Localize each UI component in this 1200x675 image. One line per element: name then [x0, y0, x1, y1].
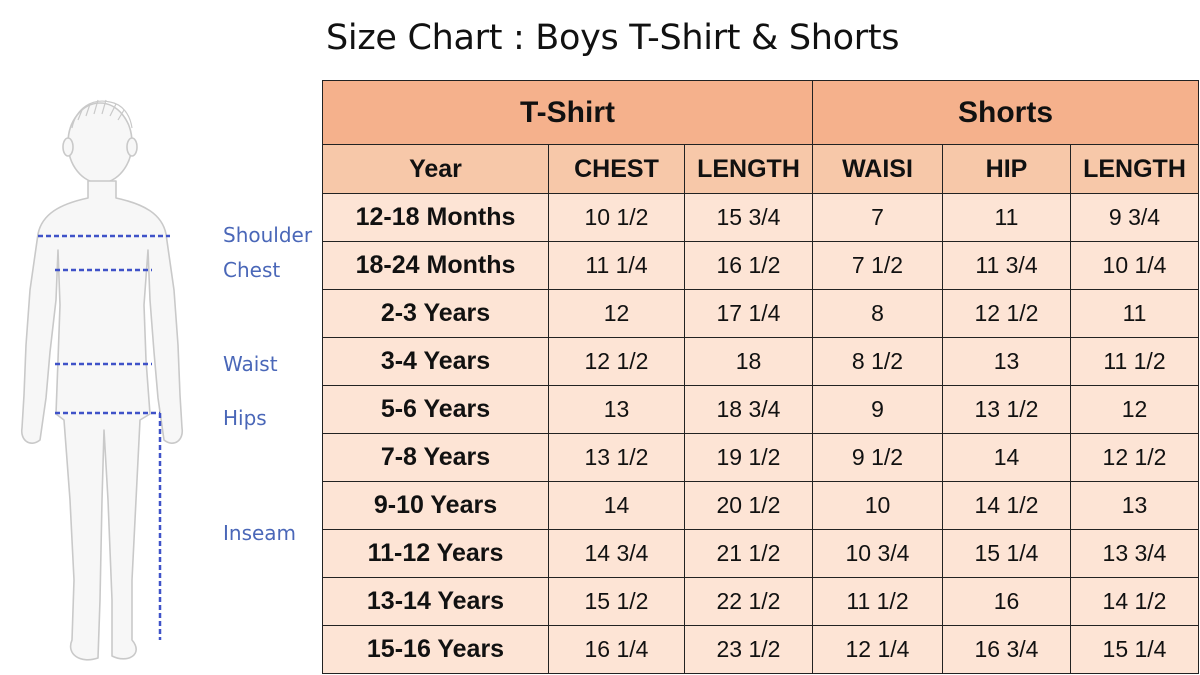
cell-tshirt-length: 23 1/2 [684, 625, 813, 674]
cell-year: 11-12 Years [322, 529, 549, 578]
cell-waist: 8 1/2 [812, 337, 943, 386]
shoulder-label: Shoulder [223, 223, 313, 247]
page-title: Size Chart : Boys T-Shirt & Shorts [326, 18, 900, 58]
tshirt-group-header: T-Shirt [322, 80, 813, 145]
cell-chest: 14 3/4 [548, 529, 685, 578]
cell-chest: 12 1/2 [548, 337, 685, 386]
cell-tshirt-length: 21 1/2 [684, 529, 813, 578]
cell-tshirt-length: 22 1/2 [684, 577, 813, 626]
cell-tshirt-length: 19 1/2 [684, 433, 813, 482]
group-header-row: T-Shirt Shorts [322, 80, 1200, 145]
cell-chest: 16 1/4 [548, 625, 685, 674]
size-chart-table: T-Shirt Shorts Year CHEST LENGTH WAISI H… [322, 80, 1200, 674]
cell-waist: 11 1/2 [812, 577, 943, 626]
table-row: 9-10 Years 14 20 1/2 10 14 1/2 13 [322, 481, 1200, 530]
cell-waist: 9 1/2 [812, 433, 943, 482]
cell-chest: 11 1/4 [548, 241, 685, 290]
table-row: 12-18 Months 10 1/2 15 3/4 7 11 9 3/4 [322, 193, 1200, 242]
shorts-group-header: Shorts [811, 80, 1200, 145]
cell-waist: 10 3/4 [812, 529, 943, 578]
cell-shorts-length: 11 1/2 [1069, 337, 1200, 386]
cell-hip: 11 3/4 [942, 241, 1071, 290]
cell-tshirt-length: 20 1/2 [684, 481, 813, 530]
column-header-hip: HIP [942, 144, 1071, 194]
cell-tshirt-length: 15 3/4 [684, 193, 813, 242]
column-header-row: Year CHEST LENGTH WAISI HIP LENGTH [322, 144, 1200, 194]
table-row: 3-4 Years 12 1/2 18 8 1/2 13 11 1/2 [322, 337, 1200, 386]
cell-chest: 13 1/2 [548, 433, 685, 482]
cell-chest: 14 [548, 481, 685, 530]
cell-shorts-length: 15 1/4 [1069, 625, 1200, 674]
cell-year: 2-3 Years [322, 289, 549, 338]
cell-waist: 8 [812, 289, 943, 338]
cell-waist: 12 1/4 [812, 625, 943, 674]
column-header-chest: CHEST [548, 144, 685, 194]
column-header-shorts-length: LENGTH [1069, 144, 1200, 194]
table-row: 13-14 Years 15 1/2 22 1/2 11 1/2 16 14 1/2 [322, 577, 1200, 626]
cell-shorts-length: 11 [1069, 289, 1200, 338]
table-row: 18-24 Months 11 1/4 16 1/2 7 1/2 11 3/4 10 1/… [322, 241, 1200, 290]
cell-year: 15-16 Years [322, 625, 549, 674]
table-row: 2-3 Years 12 17 1/4 8 12 1/2 11 [322, 289, 1200, 338]
cell-year: 13-14 Years [322, 577, 549, 626]
cell-tshirt-length: 17 1/4 [684, 289, 813, 338]
hips-label: Hips [223, 406, 267, 430]
cell-hip: 15 1/4 [942, 529, 1071, 578]
cell-shorts-length: 12 [1069, 385, 1200, 434]
cell-chest: 12 [548, 289, 685, 338]
cell-year: 5-6 Years [322, 385, 549, 434]
cell-hip: 14 [942, 433, 1071, 482]
chest-label: Chest [223, 258, 281, 282]
cell-shorts-length: 9 3/4 [1069, 193, 1200, 242]
cell-hip: 12 1/2 [942, 289, 1071, 338]
cell-shorts-length: 13 [1069, 481, 1200, 530]
table-row: 5-6 Years 13 18 3/4 9 13 1/2 12 [322, 385, 1200, 434]
cell-year: 3-4 Years [322, 337, 549, 386]
inseam-label: Inseam [223, 521, 297, 545]
cell-waist: 7 1/2 [812, 241, 943, 290]
cell-waist: 7 [812, 193, 943, 242]
cell-year: 9-10 Years [322, 481, 549, 530]
cell-hip: 11 [942, 193, 1071, 242]
cell-tshirt-length: 18 [684, 337, 813, 386]
cell-shorts-length: 10 1/4 [1069, 241, 1200, 290]
cell-hip: 14 1/2 [942, 481, 1071, 530]
cell-tshirt-length: 18 3/4 [684, 385, 813, 434]
column-header-year: Year [322, 144, 549, 194]
table-row: 15-16 Years 16 1/4 23 1/2 12 1/4 16 3/4 15 1/… [322, 625, 1200, 674]
cell-hip: 13 1/2 [942, 385, 1071, 434]
cell-hip: 16 [942, 577, 1071, 626]
cell-chest: 10 1/2 [548, 193, 685, 242]
cell-chest: 15 1/2 [548, 577, 685, 626]
cell-shorts-length: 13 3/4 [1069, 529, 1200, 578]
cell-shorts-length: 14 1/2 [1069, 577, 1200, 626]
cell-tshirt-length: 16 1/2 [684, 241, 813, 290]
cell-chest: 13 [548, 385, 685, 434]
cell-year: 18-24 Months [322, 241, 549, 290]
cell-year: 12-18 Months [322, 193, 549, 242]
cell-hip: 13 [942, 337, 1071, 386]
waist-label: Waist [223, 352, 278, 376]
cell-waist: 9 [812, 385, 943, 434]
cell-year: 7-8 Years [322, 433, 549, 482]
column-header-tshirt-length: LENGTH [684, 144, 813, 194]
cell-shorts-length: 12 1/2 [1069, 433, 1200, 482]
child-figure-illustration [20, 99, 184, 661]
column-header-waist: WAISI [812, 144, 943, 194]
cell-waist: 10 [812, 481, 943, 530]
table-row: 7-8 Years 13 1/2 19 1/2 9 1/2 14 12 1/2 [322, 433, 1200, 482]
cell-hip: 16 3/4 [942, 625, 1071, 674]
table-row: 11-12 Years 14 3/4 21 1/2 10 3/4 15 1/4 13 3/… [322, 529, 1200, 578]
